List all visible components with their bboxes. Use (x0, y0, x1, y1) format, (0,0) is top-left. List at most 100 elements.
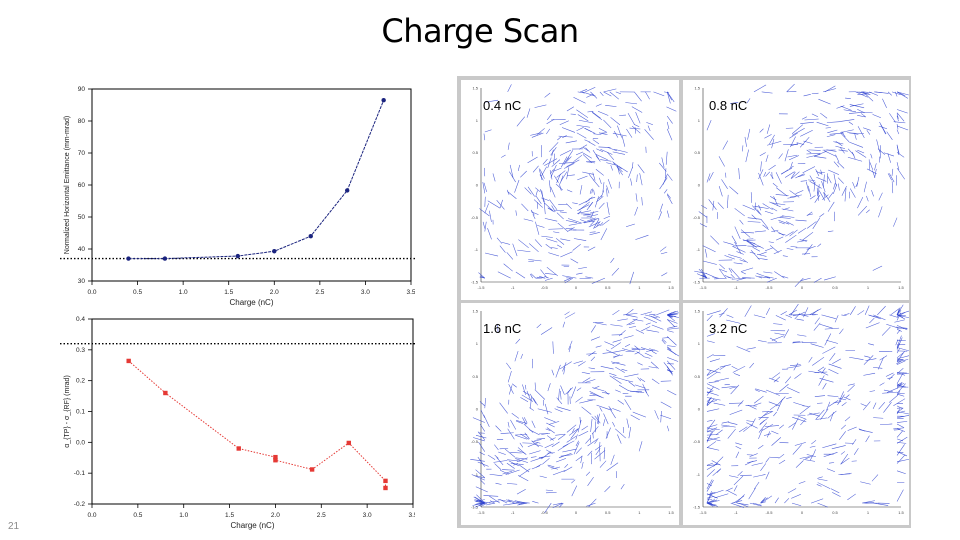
phase-vector (832, 492, 841, 497)
phase-vector (587, 438, 599, 447)
phase-vector (784, 171, 795, 178)
phase-vector (760, 496, 766, 504)
phase-vector (730, 102, 739, 104)
phase-vector (812, 217, 821, 229)
phase-vector (719, 365, 726, 370)
phase-vector (896, 91, 906, 96)
phase-vector (896, 454, 906, 464)
phase-vector (706, 480, 714, 492)
phase-vector (823, 452, 838, 457)
phase-vector (483, 133, 486, 141)
phase-vector (702, 274, 708, 279)
phase-vector (577, 204, 590, 211)
phase-vector (833, 173, 837, 187)
phase-vector (612, 132, 627, 137)
phase-vector (598, 127, 608, 133)
phase-vector (706, 391, 719, 396)
phase-vector (578, 119, 593, 124)
phase-vector (666, 425, 670, 432)
phase-vector (475, 486, 488, 493)
phase-vector (896, 113, 899, 119)
phase-vector (556, 406, 571, 411)
phase-vector (507, 428, 515, 440)
phase-vector (581, 461, 584, 469)
phase-vector (822, 346, 836, 354)
phase-vector (666, 121, 670, 130)
data-point (236, 446, 241, 451)
phase-vector (508, 385, 513, 395)
phase-vector (605, 105, 617, 107)
phase-vector (829, 411, 834, 422)
phase-vector (820, 112, 828, 119)
phase-vector (896, 125, 909, 131)
phase-vector (557, 443, 569, 451)
phase-vector (510, 463, 524, 465)
phase-vector (720, 424, 736, 428)
phase-vector (723, 241, 734, 245)
phase-vector (896, 423, 905, 429)
phase-vector (666, 106, 677, 112)
phase-vector (760, 218, 769, 229)
phase-vector (572, 202, 578, 204)
phase-vector (566, 388, 572, 395)
phase-vector (559, 211, 567, 214)
phase-vector (785, 234, 797, 243)
phase-vector (594, 224, 601, 229)
phase-vector (773, 249, 782, 255)
phase-vector (753, 395, 764, 404)
phase-vector (666, 128, 673, 141)
phase-vector (886, 323, 899, 329)
phase-vector (559, 175, 564, 184)
phase-vector (703, 260, 717, 265)
phase-vector (582, 146, 589, 152)
phase-vector (800, 277, 811, 281)
phase-vector (585, 87, 596, 93)
phase-vector (507, 370, 512, 383)
x-tick-label: 1.5 (668, 510, 674, 515)
y-tick-label: 50 (78, 214, 86, 221)
phase-vector (734, 208, 745, 217)
phase-vector (857, 205, 867, 216)
phase-vector (769, 195, 777, 201)
phase-vector (639, 173, 643, 186)
phase-vector (706, 370, 712, 376)
phase-vector (806, 149, 812, 154)
phase-vector (537, 225, 545, 228)
phase-vector (747, 128, 751, 140)
phase-vector (768, 164, 776, 171)
phase-vector (566, 150, 574, 161)
phase-vector (786, 248, 794, 250)
phase-vector (771, 202, 786, 206)
phase-vector (795, 460, 804, 468)
phase-vector (776, 187, 788, 197)
phase-vector (784, 149, 789, 162)
phase-vector (613, 349, 626, 353)
phase-vector (873, 367, 883, 369)
phase-vector (749, 453, 758, 457)
phase-vector (883, 152, 895, 157)
phase-vector (788, 309, 798, 316)
phase-vector (799, 405, 811, 415)
phase-vector (591, 416, 597, 421)
y-tick-label: 0 (476, 183, 479, 188)
phase-vector (538, 168, 543, 180)
phase-vector (582, 171, 594, 175)
phase-vector (560, 171, 568, 182)
x-tick-label: 0.0 (87, 512, 96, 519)
phase-vector (544, 218, 558, 222)
phase-vector (872, 402, 877, 410)
phase-vector (590, 211, 599, 214)
phase-vector (667, 369, 673, 374)
phase-vector (706, 354, 714, 359)
phase-vector (762, 224, 769, 230)
phase-vector (564, 277, 573, 284)
phase-vector (549, 169, 553, 180)
phase-vector (484, 99, 499, 103)
phase-vector (769, 134, 775, 145)
phase-vector (592, 179, 600, 188)
phase-vector (746, 240, 755, 247)
phase-vector (659, 162, 667, 172)
phase-vector (885, 372, 894, 377)
phase-vector (817, 482, 831, 489)
data-point (309, 467, 315, 472)
